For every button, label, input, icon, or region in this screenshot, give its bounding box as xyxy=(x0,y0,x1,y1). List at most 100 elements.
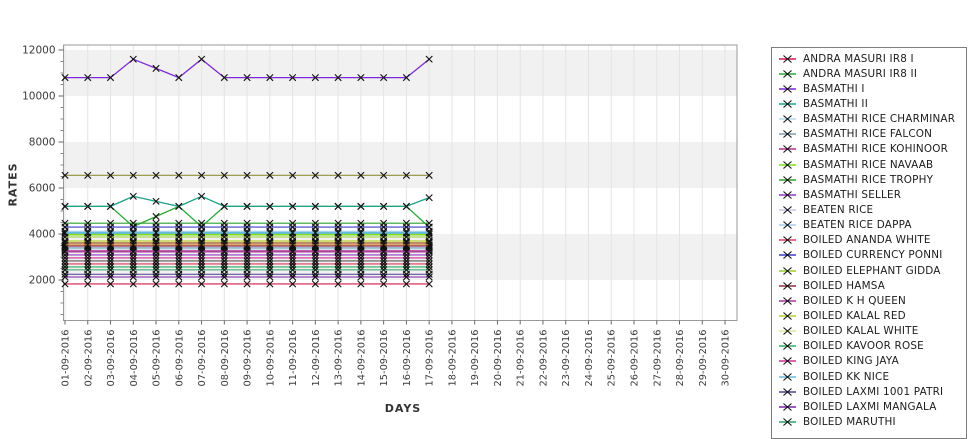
y-tick-label: 8000 xyxy=(29,137,56,149)
x-marker-icon xyxy=(152,223,160,231)
x-marker-icon xyxy=(380,266,388,274)
legend-line-x-marker-icon xyxy=(779,357,796,366)
x-marker-icon xyxy=(84,74,92,82)
x-marker-icon xyxy=(175,280,183,288)
x-marker-icon xyxy=(152,241,160,249)
x-marker-icon xyxy=(266,251,274,259)
x-marker-icon xyxy=(61,248,69,256)
x-marker-icon xyxy=(61,229,69,237)
legend-label: BEATEN RICE DAPPA xyxy=(803,219,912,232)
x-marker-icon xyxy=(84,254,92,262)
x-marker-icon xyxy=(402,223,410,231)
x-tick-label: 05-09-2016 xyxy=(152,330,163,387)
x-marker-icon xyxy=(197,260,206,268)
legend-label: BOILED LAXMI MANGALA xyxy=(803,400,937,413)
x-marker-icon xyxy=(266,273,274,281)
legend-item: BOILED CURRENCY PONNI xyxy=(772,248,966,263)
legend-item: ANDRA MASURI IR8 II xyxy=(772,66,966,81)
x-marker-icon xyxy=(425,194,433,202)
x-marker-icon xyxy=(357,273,365,281)
legend-line-x-marker-icon xyxy=(779,175,796,184)
x-marker-icon xyxy=(425,273,433,281)
plot-band xyxy=(63,50,737,96)
x-marker-icon xyxy=(243,248,251,256)
x-marker-icon xyxy=(129,266,137,274)
y-tick-label: 10000 xyxy=(22,91,55,103)
x-marker-icon xyxy=(220,223,228,231)
x-marker-icon xyxy=(61,263,69,271)
legend-label: BOILED KING JAYA xyxy=(803,355,899,368)
x-marker-icon xyxy=(311,241,319,249)
x-marker-icon xyxy=(152,263,160,271)
x-marker-icon xyxy=(129,229,137,237)
x-marker-icon xyxy=(84,171,92,179)
x-marker-icon xyxy=(266,248,274,256)
x-tick-label: 04-09-2016 xyxy=(129,330,140,387)
legend-line-x-marker-icon xyxy=(779,69,796,78)
x-tick-label: 06-09-2016 xyxy=(174,330,185,387)
x-marker-icon xyxy=(220,273,228,281)
x-marker-icon xyxy=(266,254,274,262)
x-marker-icon xyxy=(425,171,433,179)
x-tick-label: 18-09-2016 xyxy=(447,330,458,387)
legend-item: BASMATHI RICE KOHINOOR xyxy=(772,142,966,157)
x-marker-icon xyxy=(84,202,92,210)
legend-line-x-marker-icon xyxy=(779,266,796,275)
legend-label: BASMATHI RICE FALCON xyxy=(803,128,933,141)
x-marker-icon xyxy=(61,241,69,249)
legend-item: BASMATHI RICE FALCON xyxy=(772,127,966,142)
x-tick-label: 08-09-2016 xyxy=(220,330,231,387)
x-marker-icon xyxy=(106,248,115,256)
x-marker-icon xyxy=(311,263,319,271)
legend-line-x-marker-icon xyxy=(779,190,796,199)
x-marker-icon xyxy=(106,257,115,265)
x-marker-icon xyxy=(61,260,69,268)
x-tick-label: 12-09-2016 xyxy=(311,330,322,387)
legend-label: BOILED KAVOOR ROSE xyxy=(803,340,924,353)
legend-line-x-marker-icon xyxy=(779,312,796,320)
legend-label: ANDRA MASURI IR8 I xyxy=(803,52,914,65)
legend-item: BASMATHI I xyxy=(772,81,966,96)
x-marker-icon xyxy=(425,257,433,265)
x-marker-icon xyxy=(129,192,137,200)
x-marker-icon xyxy=(197,280,206,288)
x-marker-icon xyxy=(175,223,183,231)
x-marker-icon xyxy=(175,241,183,249)
x-marker-icon xyxy=(289,254,297,262)
x-marker-icon xyxy=(289,260,297,268)
x-marker-icon xyxy=(334,273,342,281)
x-marker-icon xyxy=(311,229,319,237)
legend-item: BOILED ANANDA WHITE xyxy=(772,233,966,248)
legend-label: BASMATHI RICE KOHINOOR xyxy=(803,143,949,156)
legend-item: BASMATHI RICE TROPHY xyxy=(772,172,966,187)
legend-label: BOILED KALAL RED xyxy=(803,309,906,322)
x-marker-icon xyxy=(84,257,92,265)
x-marker-icon xyxy=(266,202,274,210)
x-marker-icon xyxy=(129,260,137,268)
legend-item: BOILED ELEPHANT GIDDA xyxy=(772,263,966,278)
x-marker-icon xyxy=(380,241,388,249)
x-marker-icon xyxy=(357,254,365,262)
legend-line-x-marker-icon xyxy=(779,145,796,154)
x-marker-icon xyxy=(289,257,297,265)
x-marker-icon xyxy=(175,266,183,274)
x-marker-icon xyxy=(380,223,388,231)
legend-label: BOILED KALAL WHITE xyxy=(803,325,919,338)
x-marker-icon xyxy=(311,202,319,210)
x-tick-label: 13-09-2016 xyxy=(334,330,345,387)
x-tick-label: 03-09-2016 xyxy=(106,330,117,387)
x-marker-icon xyxy=(197,248,206,256)
legend-label: BASMATHI RICE TROPHY xyxy=(803,173,934,186)
x-marker-icon xyxy=(311,257,319,265)
x-marker-icon xyxy=(152,197,160,205)
x-marker-icon xyxy=(243,74,251,82)
x-marker-icon xyxy=(380,280,388,288)
legend-label: BASMATHI RICE NAVAAB xyxy=(803,158,934,171)
x-marker-icon xyxy=(266,280,274,288)
x-marker-icon xyxy=(106,280,115,288)
x-marker-icon xyxy=(357,257,365,265)
x-marker-icon xyxy=(175,202,183,210)
x-axis-title: DAYS xyxy=(384,402,422,415)
x-marker-icon xyxy=(425,280,433,288)
x-marker-icon xyxy=(197,223,206,231)
